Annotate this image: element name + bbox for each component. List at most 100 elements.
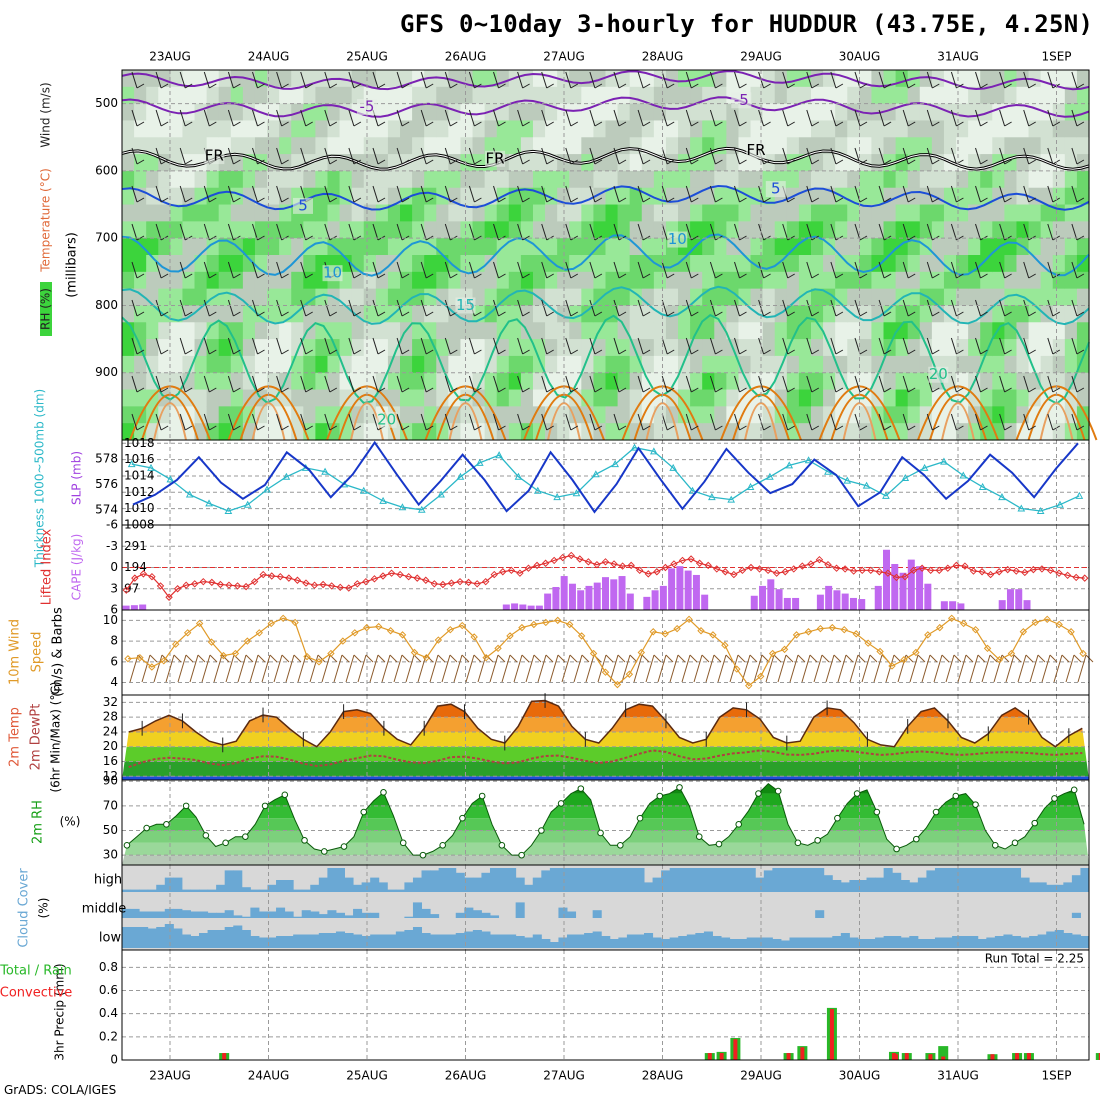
rh-cell: [532, 204, 546, 222]
rh-cell: [907, 389, 921, 407]
rh-cell: [1016, 271, 1030, 290]
rh-cell: [484, 288, 498, 307]
wind-barb-flag: [618, 121, 627, 127]
top-date-label: 1SEP: [1041, 50, 1071, 64]
lifted-index-tick: -6: [106, 518, 118, 532]
rh-cell: [980, 86, 993, 105]
rh-cell: [665, 355, 679, 374]
surface-wind-barb-flag: [677, 654, 686, 663]
rh-cell: [690, 339, 703, 357]
wind-barb: [372, 147, 379, 165]
rh-marker: [932, 808, 940, 816]
rh-cell: [859, 305, 873, 323]
wind-barb: [444, 223, 451, 241]
rh-cell: [557, 137, 570, 155]
rh-cell: [617, 103, 631, 122]
wind-barb: [372, 299, 379, 317]
wind-barb: [155, 109, 162, 127]
rh-cell: [291, 238, 304, 256]
wind-barb: [734, 223, 740, 241]
rh-marker: [755, 790, 762, 797]
rh-cell: [448, 70, 462, 88]
cloud-bar-high: [310, 884, 320, 892]
rh-cell: [460, 322, 474, 340]
lifted-index-marker: [1038, 565, 1046, 573]
rh-cell: [412, 170, 425, 189]
rh-cell: [883, 204, 897, 222]
wind-barb-flag: [184, 387, 193, 393]
wind-barb: [806, 71, 813, 89]
wind-barb: [1023, 261, 1030, 279]
rh-cell: [496, 204, 510, 222]
cloud-bar-high: [370, 877, 380, 892]
top-date-label: 24AUG: [248, 50, 290, 64]
rh-cell: [847, 322, 860, 340]
wind-barb-flag: [498, 311, 506, 317]
surface-wind-barb: [309, 654, 319, 683]
wind-barb: [493, 223, 499, 241]
wind-barb-flag: [787, 159, 795, 165]
rh-cell: [919, 70, 933, 88]
rh-cell: [907, 305, 921, 323]
rh-cell: [122, 170, 135, 189]
wind-barb: [830, 413, 837, 431]
rh-cell: [871, 288, 885, 307]
rh-cell: [956, 170, 969, 189]
rh-cell: [738, 170, 752, 189]
top-date-label: 26AUG: [445, 50, 487, 64]
wind-barb-flag: [498, 121, 506, 127]
cloud-bar-middle: [344, 915, 354, 918]
wind-barb-flag: [329, 83, 338, 89]
rh-cell: [254, 238, 268, 256]
surface-wind-barb-flag: [953, 654, 962, 663]
wind-barb: [131, 299, 138, 317]
wind-barb-flag: [546, 159, 554, 165]
wind-barb: [1071, 337, 1078, 355]
cloud-bar-high: [755, 877, 765, 892]
rh-cell: [653, 137, 667, 155]
rh-cell: [158, 255, 171, 273]
wind-barb-flag: [618, 197, 627, 203]
rh-cell: [702, 238, 715, 256]
wind-barb: [613, 261, 620, 279]
wind-barb: [685, 261, 692, 279]
wind-speed-marker: [243, 637, 252, 645]
rh-cell: [992, 406, 1005, 424]
rh-cell: [665, 86, 679, 105]
cloud-high-label: high: [94, 873, 122, 888]
cloud-bar-middle: [250, 907, 260, 918]
rh-cell: [460, 255, 474, 273]
rh-cell: [871, 271, 885, 290]
rh-cell: [617, 170, 631, 189]
cloud-bar-high: [977, 868, 987, 892]
contour-label-bg: [322, 265, 343, 282]
wind-barb: [1071, 413, 1078, 431]
cloud-bar-high: [464, 877, 474, 892]
rh-cell: [170, 271, 184, 290]
rh-cell: [653, 187, 667, 206]
wind-barb-flag: [594, 273, 603, 279]
rh-cell: [1076, 406, 1090, 424]
surface-wind-barb-flag: [749, 654, 758, 663]
rh-cell: [375, 187, 389, 206]
rh-cell: [400, 255, 413, 273]
wind-barb-flag: [377, 197, 386, 203]
wind-barb-flag: [160, 311, 169, 317]
rh-cell: [883, 70, 897, 88]
rh-cell: [653, 271, 667, 290]
wind-barb-flag: [329, 121, 338, 127]
wind-barb: [806, 375, 813, 393]
cloud-bar-low: [515, 936, 525, 948]
rh-cell: [1064, 305, 1078, 323]
rh-cell: [242, 221, 256, 239]
wind-barb-flag: [257, 311, 265, 317]
rh-cell: [303, 170, 316, 189]
surface-wind-barb-flag: [857, 654, 866, 663]
lifted-index-axis-label: Lifted Index: [40, 528, 55, 605]
wind-barb-flag: [883, 159, 892, 165]
rh-cell: [883, 288, 897, 307]
precip-total-bar: [938, 1046, 949, 1060]
cloud-bar-low: [139, 927, 149, 948]
rh-marker: [913, 835, 920, 843]
rh-cell: [1076, 204, 1090, 222]
